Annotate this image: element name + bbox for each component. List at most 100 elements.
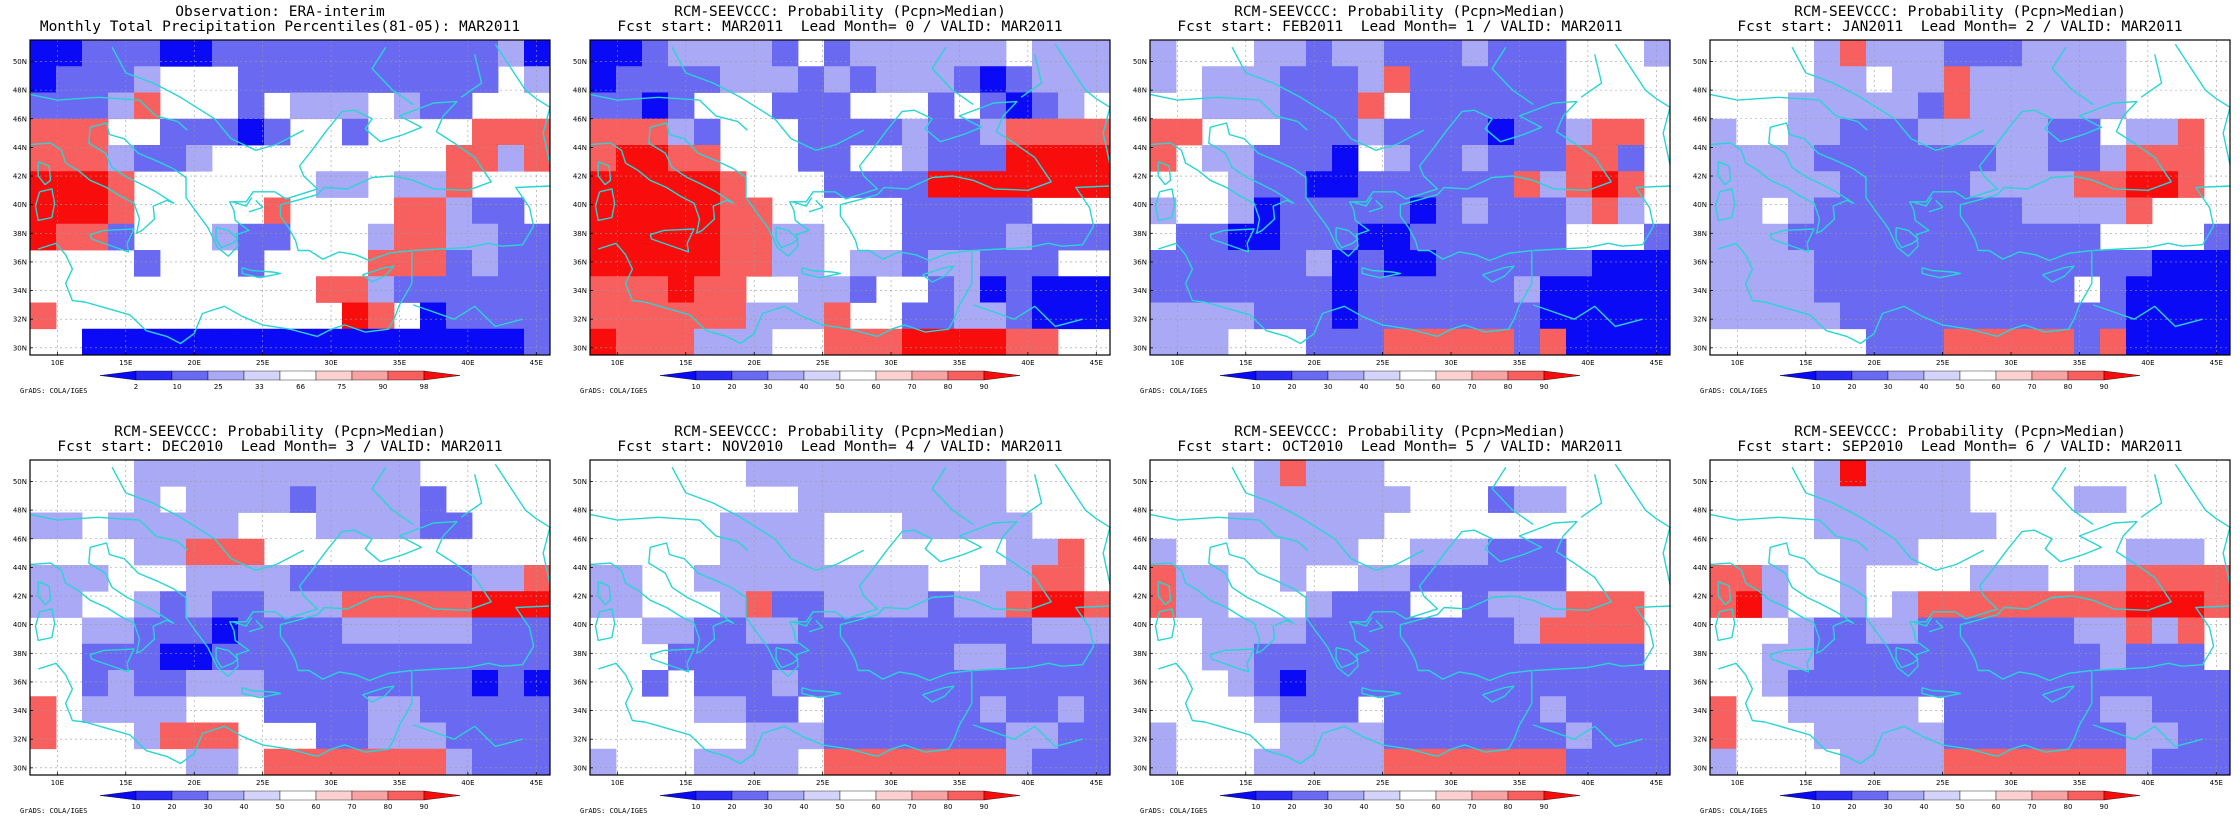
colorbar-end-segment [1543, 370, 1581, 381]
grid-cell [1840, 118, 1867, 146]
coastline [413, 605, 551, 672]
grid-cell [1618, 276, 1645, 303]
lon-label: 10E [1731, 779, 1744, 787]
grid-cell [1084, 591, 1111, 618]
lon-label: 30E [324, 779, 337, 787]
grid-cell [420, 66, 447, 93]
coastline [248, 619, 264, 633]
grid-cell [1514, 118, 1541, 146]
grid-cell [1462, 328, 1489, 356]
colorbar-end-segment [1219, 370, 1257, 381]
grid-cell [1996, 328, 2023, 356]
grid-cell [954, 460, 981, 487]
grid-cell [1176, 223, 1203, 251]
grid-cell [1970, 696, 1997, 723]
grid-cell [1892, 696, 1919, 723]
lat-label: 46N [1133, 115, 1147, 123]
grid-cell [472, 328, 499, 356]
grid-cell [212, 565, 239, 592]
grid-cell [954, 276, 981, 303]
lat-label: 40N [13, 621, 27, 629]
grid-cell [1462, 250, 1489, 277]
map-panel-lead5: RCM-SEEVCCC: Probability (Pcpn>Median) Fc… [1120, 420, 1680, 840]
grid-cell [1306, 696, 1333, 723]
grid-cell [1306, 722, 1333, 750]
grid-cell [902, 328, 929, 356]
grid-cell [2048, 171, 2075, 198]
grid-cell [1176, 591, 1203, 618]
grid-cell [850, 670, 877, 697]
map-frame [1149, 39, 1671, 356]
grid-cell [30, 696, 57, 723]
grid-cell [928, 748, 955, 776]
grid-cell [264, 617, 291, 645]
colorbar-label: 66 [296, 383, 305, 391]
grid-cell [668, 118, 695, 146]
colorbar-segment [731, 790, 769, 801]
lat-label: 40N [13, 201, 27, 209]
lon-label: 20E [1308, 359, 1321, 367]
grid-cell [2074, 92, 2101, 120]
grid-cell [1436, 223, 1463, 251]
lon-label: 10E [1171, 779, 1184, 787]
grid-cell [668, 250, 695, 277]
grads-credit: GrADS: COLA/IGES [580, 807, 648, 815]
grid-cell [1410, 302, 1437, 330]
grads-credit: GrADS: COLA/IGES [1140, 807, 1208, 815]
coastline [1921, 687, 1962, 699]
lat-label: 32N [1133, 736, 1147, 744]
grid-cell [1358, 66, 1385, 93]
coastline [671, 466, 865, 572]
lat-label: 34N [1133, 707, 1147, 715]
lat-label: 34N [1693, 707, 1707, 715]
grid-cell [1084, 171, 1111, 198]
colorbar-label: 70 [908, 383, 917, 391]
grid-cell [1084, 643, 1111, 671]
grid-cell [446, 696, 473, 723]
colorbar-label: 40 [1360, 803, 1369, 811]
grid-cell [850, 118, 877, 146]
grid-cell [1332, 748, 1359, 776]
grid-cell [2048, 591, 2075, 618]
lon-label: 45E [530, 359, 543, 367]
lat-label: 32N [1133, 316, 1147, 324]
colorbar-segment [1815, 370, 1853, 381]
grid-cell [446, 250, 473, 277]
grid-cell [1566, 118, 1593, 146]
lat-label: 44N [573, 564, 587, 572]
grid-cell [1306, 460, 1333, 487]
colorbar-segment [1995, 790, 2033, 801]
colorbar-segment [1471, 790, 1509, 801]
grid-cell [160, 722, 187, 750]
grid-cell [590, 748, 617, 776]
grid-cell [2100, 643, 2127, 671]
lat-label: 48N [573, 507, 587, 515]
grid-cell [1996, 92, 2023, 120]
grid-cell [472, 617, 499, 645]
grid-cell [1866, 748, 1893, 776]
grid-cell [394, 250, 421, 277]
lon-label: 45E [2210, 359, 2223, 367]
grid-cell [1332, 328, 1359, 356]
grid-cell [1788, 276, 1815, 303]
coastline [922, 685, 955, 703]
grid-cell [1150, 302, 1177, 330]
panel-title-line1: RCM-SEEVCCC: Probability (Pcpn>Median) [1794, 4, 2126, 20]
grid-cell [186, 460, 213, 487]
grid-cell [1814, 670, 1841, 697]
grid-cell [1358, 512, 1385, 540]
grid-cell [1032, 538, 1059, 566]
colorbar-label: 10 [692, 383, 701, 391]
grid-cell [1202, 617, 1229, 645]
colorbar-segment [171, 790, 209, 801]
grid-cell [1332, 40, 1359, 67]
grid-cell [2022, 66, 2049, 93]
grid-cell [1970, 250, 1997, 277]
grid-cell [1384, 197, 1411, 225]
grid-cell [694, 670, 721, 697]
grid-cell [1058, 66, 1085, 93]
map-frame [589, 39, 1111, 356]
coastline [2140, 54, 2163, 98]
grid-cell [1970, 722, 1997, 750]
colorbar-end-segment [659, 790, 697, 801]
